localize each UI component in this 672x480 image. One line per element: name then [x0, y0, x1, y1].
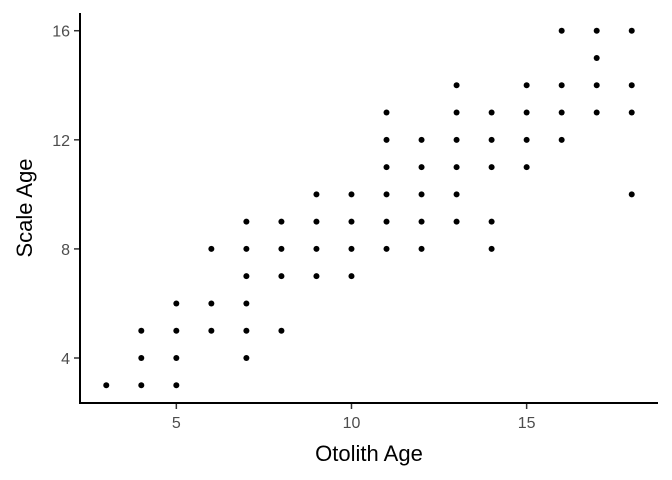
data-point	[593, 55, 600, 61]
y-tick-label: 16	[52, 24, 70, 41]
data-point	[278, 327, 285, 334]
data-point	[348, 245, 355, 252]
y-tick-label: 8	[61, 242, 70, 259]
data-point	[558, 109, 565, 116]
data-point	[313, 245, 320, 252]
data-point	[173, 382, 180, 389]
data-point	[348, 273, 355, 280]
data-point	[278, 245, 285, 252]
data-point	[348, 191, 355, 198]
data-point	[453, 109, 460, 116]
x-tick-label: 10	[343, 415, 361, 432]
data-point	[243, 273, 250, 280]
data-point	[313, 191, 320, 198]
data-point	[208, 245, 215, 252]
data-point	[418, 136, 425, 143]
data-point	[523, 164, 530, 171]
data-point	[383, 191, 390, 198]
points-layer	[103, 27, 635, 389]
ticks-layer: 5 10 15 4 8 12 16	[52, 24, 535, 432]
data-point	[243, 218, 250, 225]
data-point	[103, 382, 110, 389]
data-point	[488, 136, 495, 143]
data-point	[243, 355, 250, 361]
data-point	[313, 273, 320, 280]
data-point	[453, 191, 460, 198]
data-point	[593, 27, 600, 34]
y-tick-label: 4	[61, 351, 70, 368]
data-point	[383, 164, 390, 171]
data-point	[278, 273, 285, 280]
data-point	[138, 327, 145, 334]
x-tick-label: 5	[172, 415, 181, 432]
data-point	[173, 300, 180, 307]
data-point	[558, 82, 565, 89]
data-point	[173, 355, 180, 361]
data-point	[523, 82, 530, 89]
data-point	[628, 27, 635, 34]
y-tick-label: 12	[52, 133, 70, 150]
data-point	[453, 82, 460, 89]
data-point	[628, 191, 635, 198]
data-point	[208, 327, 215, 334]
data-point	[348, 218, 355, 225]
data-point	[593, 82, 600, 89]
data-point	[488, 245, 495, 252]
data-point	[138, 355, 145, 361]
data-point	[418, 164, 425, 171]
data-point	[278, 218, 285, 225]
data-point	[243, 245, 250, 252]
data-point	[488, 218, 495, 225]
x-tick-label: 15	[518, 415, 536, 432]
data-point	[383, 109, 390, 116]
data-point	[453, 218, 460, 225]
data-point	[523, 109, 530, 116]
data-point	[558, 136, 565, 143]
data-point	[173, 327, 180, 334]
data-point	[383, 218, 390, 225]
data-point	[418, 218, 425, 225]
data-point	[383, 136, 390, 143]
data-point	[558, 27, 565, 34]
data-point	[138, 382, 145, 389]
x-axis-title: Otolith Age	[315, 441, 423, 466]
data-point	[418, 245, 425, 252]
data-point	[208, 300, 215, 307]
data-point	[418, 191, 425, 198]
data-point	[593, 109, 600, 116]
data-point	[313, 218, 320, 225]
data-point	[453, 164, 460, 171]
y-axis-title: Scale Age	[12, 158, 37, 257]
data-point	[488, 164, 495, 171]
data-point	[488, 109, 495, 116]
data-point	[523, 136, 530, 143]
data-point	[383, 245, 390, 252]
data-point	[453, 136, 460, 143]
data-point	[243, 300, 250, 307]
data-point	[628, 82, 635, 89]
data-point	[628, 109, 635, 116]
data-point	[243, 327, 250, 334]
